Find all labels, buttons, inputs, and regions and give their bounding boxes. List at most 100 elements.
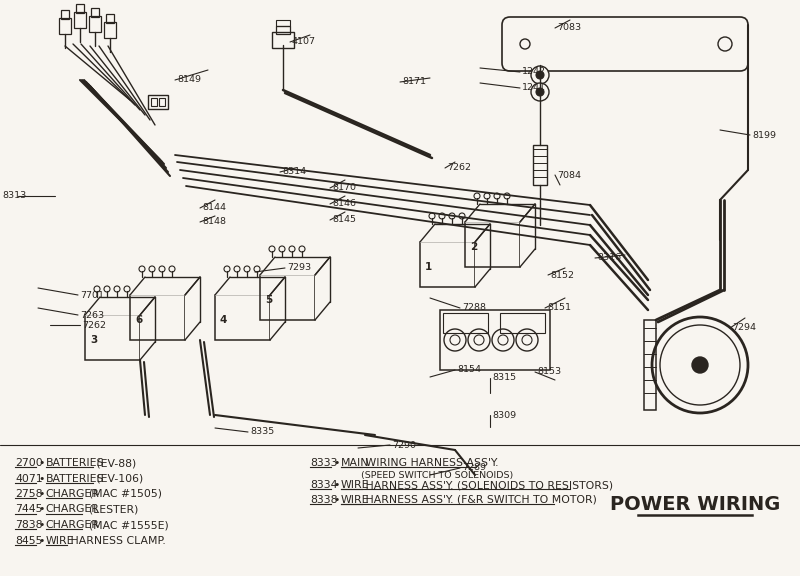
Text: 7262: 7262: [447, 164, 471, 172]
Text: 8316: 8316: [597, 253, 621, 263]
Text: 2: 2: [470, 242, 478, 252]
Text: CHARGER: CHARGER: [46, 520, 100, 530]
Bar: [443, 313, 488, 333]
Text: 8338: 8338: [310, 495, 338, 505]
Circle shape: [536, 88, 544, 96]
Bar: [59, 18, 71, 34]
Text: 8309: 8309: [492, 411, 516, 419]
Bar: [151, 98, 157, 106]
Text: 8199: 8199: [752, 131, 776, 139]
Text: CHARGER: CHARGER: [46, 489, 100, 499]
Text: 8313: 8313: [2, 191, 26, 200]
Text: 4071: 4071: [15, 473, 42, 483]
Text: (LESTER): (LESTER): [82, 505, 138, 514]
Text: 2700: 2700: [15, 458, 42, 468]
Text: 4: 4: [220, 315, 227, 325]
Bar: [420, 242, 475, 287]
Circle shape: [660, 325, 740, 405]
Text: 2758: 2758: [15, 489, 42, 499]
Circle shape: [718, 37, 732, 51]
Bar: [276, 20, 290, 26]
Bar: [215, 295, 270, 340]
Text: MAIN: MAIN: [341, 458, 370, 468]
Text: 7263: 7263: [80, 310, 104, 320]
Text: WIRE: WIRE: [46, 536, 74, 545]
Text: 7701: 7701: [80, 290, 104, 300]
Polygon shape: [260, 257, 330, 275]
Circle shape: [450, 335, 460, 345]
Text: 8148: 8148: [202, 218, 226, 226]
Text: (EV-88): (EV-88): [93, 458, 136, 468]
Polygon shape: [315, 257, 330, 320]
Text: 7288: 7288: [462, 304, 486, 313]
Text: 1241: 1241: [522, 84, 546, 93]
Text: BATTERIES: BATTERIES: [46, 458, 104, 468]
Text: •: •: [38, 458, 45, 468]
Bar: [61, 10, 69, 19]
Circle shape: [536, 71, 544, 79]
Circle shape: [522, 335, 532, 345]
Bar: [272, 32, 294, 48]
Polygon shape: [140, 297, 155, 360]
Text: 8333: 8333: [310, 458, 338, 468]
Text: CHARGER: CHARGER: [46, 505, 100, 514]
Text: 8145: 8145: [332, 215, 356, 225]
Polygon shape: [465, 204, 535, 222]
Text: •: •: [38, 505, 45, 514]
Bar: [85, 315, 140, 360]
Text: 7289: 7289: [462, 464, 486, 472]
Bar: [465, 222, 520, 267]
Text: 7838: 7838: [15, 520, 42, 530]
Text: •: •: [38, 473, 45, 483]
Bar: [533, 145, 547, 185]
Text: •: •: [334, 495, 340, 505]
Text: 8149: 8149: [177, 75, 201, 85]
Text: 4107: 4107: [292, 37, 316, 47]
Text: WIRE: WIRE: [341, 495, 370, 505]
Circle shape: [498, 335, 508, 345]
Text: 8334: 8334: [310, 480, 338, 490]
Circle shape: [444, 329, 466, 351]
Text: 8154: 8154: [457, 366, 481, 374]
Polygon shape: [520, 204, 535, 267]
Text: 8146: 8146: [332, 199, 356, 209]
Text: BATTERIES: BATTERIES: [46, 473, 104, 483]
Text: •: •: [38, 536, 45, 545]
Text: 8335: 8335: [250, 427, 274, 437]
Bar: [644, 320, 656, 410]
Bar: [276, 26, 290, 34]
Bar: [130, 295, 185, 340]
Text: •: •: [334, 458, 340, 468]
Text: HARNESS CLAMP.: HARNESS CLAMP.: [66, 536, 166, 545]
Text: 8455: 8455: [15, 536, 42, 545]
Text: 8171: 8171: [402, 78, 426, 86]
Bar: [89, 16, 101, 32]
Text: 8170: 8170: [332, 184, 356, 192]
Text: 7293: 7293: [287, 263, 311, 272]
Bar: [91, 8, 99, 17]
Text: 7262: 7262: [82, 320, 106, 329]
Text: 3: 3: [90, 335, 98, 345]
Bar: [104, 22, 116, 38]
Text: (MAC #1505): (MAC #1505): [82, 489, 162, 499]
Bar: [148, 95, 168, 109]
Text: 5: 5: [265, 295, 272, 305]
Polygon shape: [420, 224, 490, 242]
Bar: [74, 12, 86, 28]
Polygon shape: [475, 224, 490, 287]
Circle shape: [468, 329, 490, 351]
Circle shape: [516, 329, 538, 351]
Text: 8153: 8153: [537, 367, 561, 377]
Text: 8152: 8152: [550, 271, 574, 279]
Circle shape: [652, 317, 748, 413]
Text: 8151: 8151: [547, 304, 571, 313]
Text: •: •: [38, 520, 45, 530]
Polygon shape: [185, 277, 200, 340]
Text: HARNESS ASS'Y. (SOLENOIDS TO RESISTORS): HARNESS ASS'Y. (SOLENOIDS TO RESISTORS): [362, 480, 613, 490]
Bar: [440, 310, 550, 370]
Text: (SPEED SWITCH TO SOLENOIDS): (SPEED SWITCH TO SOLENOIDS): [361, 471, 513, 480]
Text: 7294: 7294: [732, 324, 756, 332]
Text: 8314: 8314: [282, 168, 306, 176]
Text: 1: 1: [425, 262, 432, 272]
Text: WIRE: WIRE: [341, 480, 370, 490]
